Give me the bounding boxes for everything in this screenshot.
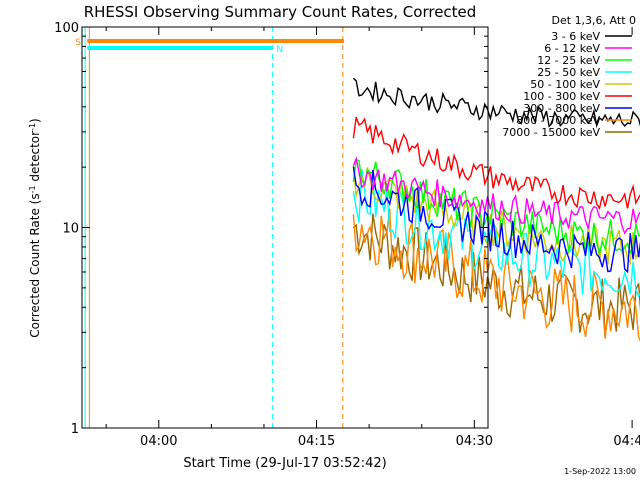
y-axis: 1 10 100: [54, 21, 488, 437]
series-line: [352, 213, 640, 337]
x-axis-label: Start Time (29-Jul-17 03:52:42): [183, 456, 386, 471]
y-tick-label: 1: [71, 422, 79, 437]
x-tick-label: 04:30: [456, 434, 493, 449]
legend-label: 6 - 12 keV: [544, 42, 600, 55]
x-tick-label: 04:15: [298, 434, 335, 449]
y-label-part: Corrected Count Rate (s: [28, 193, 42, 337]
flag-label: S: [75, 38, 81, 48]
flag-bar: [87, 39, 344, 43]
y-label-part: ): [28, 118, 42, 123]
series-line: [352, 208, 640, 342]
flag-label: N: [276, 45, 283, 55]
chart-title: RHESSI Observing Summary Count Rates, Co…: [84, 3, 477, 21]
y-label-part: detector: [28, 131, 42, 186]
series-line: [352, 166, 640, 266]
flag-bar: [87, 46, 273, 50]
y-tick-label: 10: [62, 222, 79, 237]
legend-label: 50 - 100 keV: [530, 78, 600, 91]
series-line: [352, 169, 640, 298]
legend-label: 300 - 800 keV: [523, 102, 600, 115]
legend-label: 12 - 25 keV: [537, 54, 600, 67]
series-line: [352, 116, 640, 211]
series-line: [352, 158, 640, 256]
legend-label: 3 - 6 keV: [551, 30, 600, 43]
legend-label: 25 - 50 keV: [537, 66, 600, 79]
legend-header: Det 1,3,6, Att 0: [552, 14, 636, 27]
series-group: [352, 77, 640, 342]
series-line: [352, 77, 640, 129]
legend-label: 800 - 7000 keV: [516, 114, 600, 127]
footer-date: 1-Sep-2022 13:00: [564, 467, 636, 476]
y-label-superscript: -1: [28, 123, 37, 131]
y-axis-label: Corrected Count Rate (s-1 detector-1): [28, 118, 43, 337]
legend-label: 7000 - 15000 keV: [502, 126, 600, 139]
y-tick-label: 100: [54, 21, 79, 36]
plot-frame: [81, 26, 489, 429]
instrument-flags: SN: [75, 27, 344, 428]
series-line: [352, 156, 640, 235]
x-tick-label: 04:00: [140, 434, 177, 449]
legend-label: 100 - 300 keV: [523, 90, 600, 103]
y-label-superscript: -1: [28, 185, 37, 193]
x-tick-label: 04:45: [613, 434, 640, 449]
